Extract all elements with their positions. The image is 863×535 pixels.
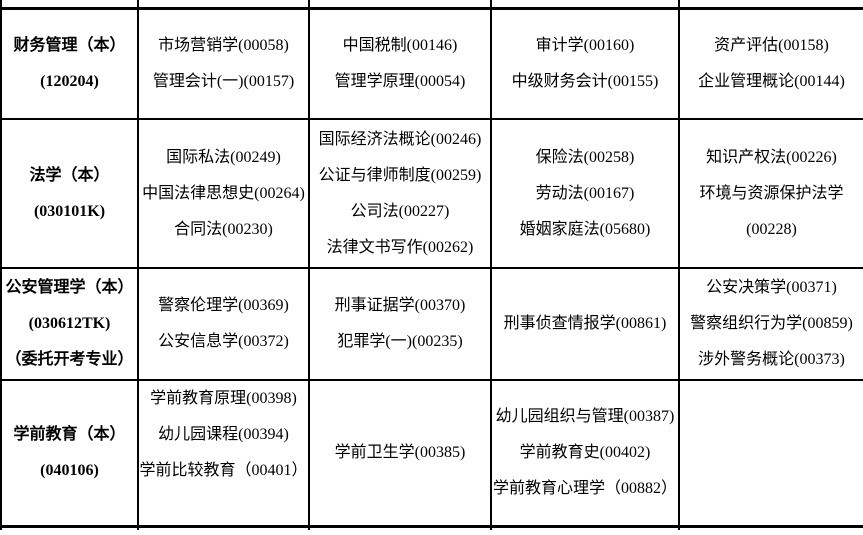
partial-row-top xyxy=(0,0,863,10)
course-cell: 学前卫生学(00385) xyxy=(308,379,492,527)
course-item: 市场营销学(00058) xyxy=(158,36,289,54)
course-item: 学前教育原理(00398) xyxy=(150,390,297,407)
course-item: 法律文书写作(00262) xyxy=(326,238,474,256)
course-item: 国际经济法概论(00246) xyxy=(318,130,482,148)
course-item: 公安信息学(00372) xyxy=(158,333,289,350)
course-item: 劳动法(00167) xyxy=(535,184,635,202)
course-item: 学前教育心理学（00882） xyxy=(492,479,677,497)
course-item: 幼儿园课程(00394) xyxy=(158,426,289,443)
course-item: 管理学原理(00054) xyxy=(334,72,466,90)
course-cell: 资产评估(00158) 企业管理概论(00144) xyxy=(678,7,863,120)
major-note: （委托开考专业） xyxy=(5,351,134,368)
course-cell: 学前教育原理(00398) 幼儿园课程(00394) 学前比较教育（00401） xyxy=(137,379,310,527)
course-item: 资产评估(00158) xyxy=(714,36,829,54)
course-item-wrap: 环境与资源保护法学 xyxy=(699,184,844,202)
course-cell: 刑事侦查情报学(00861) xyxy=(490,267,680,381)
major-code: (030101K) xyxy=(33,202,106,220)
major-code: (120204) xyxy=(40,72,99,90)
course-cell: 知识产权法(00226) 环境与资源保护法学 (00228) xyxy=(678,118,863,269)
major-code: (040106) xyxy=(40,461,99,479)
empty-cell xyxy=(490,524,680,530)
major-cell: 法学（本） (030101K) xyxy=(0,118,139,269)
empty-cell xyxy=(0,524,139,530)
major-title: 公安管理学（本） xyxy=(5,279,134,296)
empty-cell xyxy=(308,524,492,530)
course-item: 学前教育史(00402) xyxy=(519,443,651,461)
course-item-wrap-code: (00228) xyxy=(746,220,797,238)
course-item: 知识产权法(00226) xyxy=(706,148,837,166)
empty-cell xyxy=(490,0,680,10)
course-item: 幼儿园组织与管理(00387) xyxy=(495,407,675,425)
course-item: 审计学(00160) xyxy=(535,36,635,54)
major-cell: 财务管理（本） (120204) xyxy=(0,7,139,120)
empty-cell xyxy=(678,0,863,10)
course-item: 警察伦理学(00369) xyxy=(158,297,289,314)
course-item: 学前比较教育（00401） xyxy=(139,462,308,479)
course-cell: 中国税制(00146) 管理学原理(00054) xyxy=(308,7,492,120)
major-code: (030612TK) xyxy=(28,315,111,332)
course-item: 企业管理概论(00144) xyxy=(698,72,845,90)
course-cell: 保险法(00258) 劳动法(00167) 婚姻家庭法(05680) xyxy=(490,118,680,269)
course-item: 学前卫生学(00385) xyxy=(334,443,466,461)
course-cell: 幼儿园组织与管理(00387) 学前教育史(00402) 学前教育心理学（008… xyxy=(490,379,680,527)
major-title: 法学（本） xyxy=(29,166,110,184)
course-cell: 警察伦理学(00369) 公安信息学(00372) xyxy=(137,267,310,381)
course-item: 刑事侦查情报学(00861) xyxy=(503,315,667,332)
empty-cell xyxy=(137,524,310,530)
course-item: 合同法(00230) xyxy=(174,220,273,238)
course-cell: 刑事证据学(00370) 犯罪学(一)(00235) xyxy=(308,267,492,381)
course-item: 保险法(00258) xyxy=(535,148,635,166)
course-item: 管理会计(一)(00157) xyxy=(152,72,295,90)
course-cell: 市场营销学(00058) 管理会计(一)(00157) xyxy=(137,7,310,120)
major-title: 财务管理（本） xyxy=(13,36,126,54)
course-cell: 公安决策学(00371) 警察组织行为学(00859) 涉外警务概论(00373… xyxy=(678,267,863,381)
course-item: 国际私法(00249) xyxy=(166,148,281,166)
course-item: 婚姻家庭法(05680) xyxy=(519,220,651,238)
course-cell: 国际经济法概论(00246) 公证与律师制度(00259) 公司法(00227)… xyxy=(308,118,492,269)
major-cell: 公安管理学（本） (030612TK) （委托开考专业） xyxy=(0,267,139,381)
table-row-finance: 财务管理（本） (120204) 市场营销学(00058) 管理会计(一)(00… xyxy=(0,7,863,120)
major-title: 学前教育（本） xyxy=(13,425,126,443)
course-item: 公安决策学(00371) xyxy=(706,279,837,296)
course-item: 公证与律师制度(00259) xyxy=(318,166,482,184)
empty-cell xyxy=(0,0,139,10)
empty-cell xyxy=(308,0,492,10)
course-item: 中国税制(00146) xyxy=(342,36,458,54)
empty-cell xyxy=(137,0,310,10)
partial-row-bottom xyxy=(0,524,863,530)
course-item: 公司法(00227) xyxy=(350,202,450,220)
major-cell: 学前教育（本） (040106) xyxy=(0,379,139,527)
empty-cell xyxy=(678,524,863,530)
course-item: 犯罪学(一)(00235) xyxy=(337,333,463,350)
course-cell: 审计学(00160) 中级财务会计(00155) xyxy=(490,7,680,120)
course-cell: 国际私法(00249) 中国法律思想史(00264) 合同法(00230) xyxy=(137,118,310,269)
course-cell-empty xyxy=(678,379,863,527)
course-item: 警察组织行为学(00859) xyxy=(690,315,853,332)
course-item: 涉外警务概论(00373) xyxy=(698,351,845,368)
table-row-preschool-education: 学前教育（本） (040106) 学前教育原理(00398) 幼儿园课程(003… xyxy=(0,379,863,527)
course-item: 刑事证据学(00370) xyxy=(334,297,466,314)
course-item: 中国法律思想史(00264) xyxy=(142,184,305,202)
table-row-law: 法学（本） (030101K) 国际私法(00249) 中国法律思想史(0026… xyxy=(0,118,863,269)
table-row-public-security: 公安管理学（本） (030612TK) （委托开考专业） 警察伦理学(00369… xyxy=(0,267,863,381)
course-item: 中级财务会计(00155) xyxy=(511,72,659,90)
